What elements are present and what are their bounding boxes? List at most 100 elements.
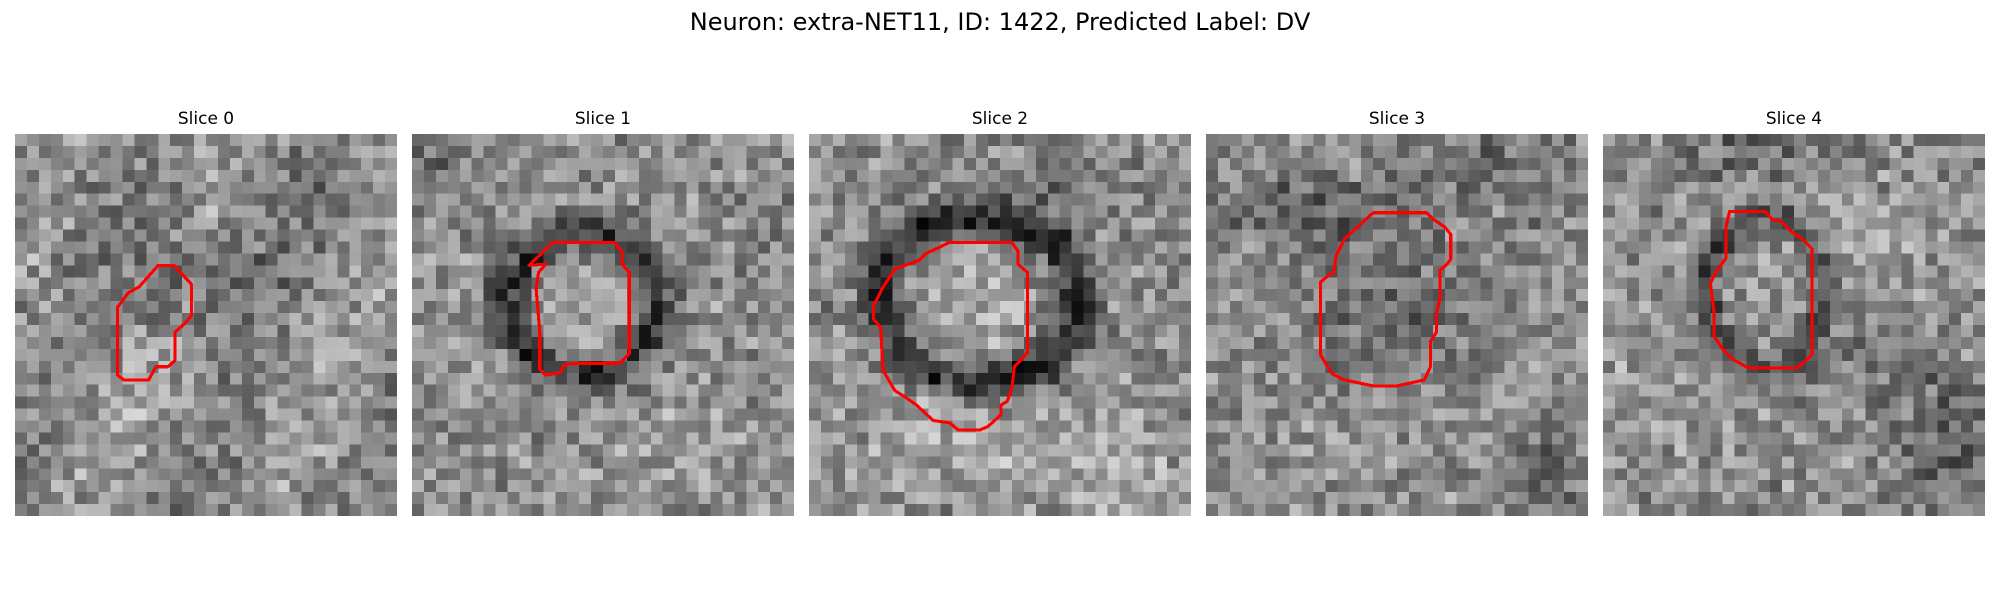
image-pixel bbox=[194, 504, 207, 516]
image-pixel bbox=[1504, 420, 1517, 433]
image-pixel bbox=[170, 241, 183, 254]
image-pixel bbox=[1143, 289, 1156, 302]
image-pixel bbox=[1877, 145, 1890, 159]
image-pixel bbox=[507, 157, 520, 171]
image-pixel bbox=[86, 229, 99, 242]
image-pixel bbox=[868, 372, 881, 385]
image-pixel bbox=[638, 420, 651, 433]
image-pixel bbox=[1650, 444, 1663, 457]
image-pixel bbox=[50, 265, 63, 278]
image-pixel bbox=[1217, 169, 1231, 182]
image-pixel bbox=[1540, 360, 1553, 373]
image-pixel bbox=[1456, 480, 1469, 493]
image-pixel bbox=[1253, 468, 1266, 481]
image-pixel bbox=[412, 277, 425, 290]
image-pixel bbox=[650, 289, 663, 302]
image-pixel bbox=[134, 289, 147, 302]
image-pixel bbox=[1853, 217, 1866, 230]
image-pixel bbox=[158, 253, 171, 266]
image-pixel bbox=[1206, 360, 1219, 373]
image-pixel bbox=[1217, 360, 1231, 373]
image-pixel bbox=[1071, 468, 1084, 481]
image-pixel bbox=[626, 229, 640, 242]
image-pixel bbox=[674, 384, 687, 397]
image-pixel bbox=[1889, 265, 1902, 278]
image-pixel bbox=[1829, 217, 1842, 230]
image-pixel bbox=[555, 277, 568, 290]
image-pixel bbox=[758, 384, 771, 397]
image-pixel bbox=[337, 157, 350, 171]
image-pixel bbox=[1758, 289, 1771, 302]
image-pixel bbox=[519, 253, 532, 266]
image-pixel bbox=[15, 301, 28, 314]
image-pixel bbox=[1734, 313, 1747, 326]
image-pixel bbox=[1217, 193, 1231, 206]
image-pixel bbox=[856, 396, 869, 409]
image-pixel bbox=[229, 193, 243, 206]
image-pixel bbox=[1794, 157, 1807, 171]
image-pixel bbox=[1492, 157, 1505, 171]
image-pixel bbox=[15, 289, 28, 302]
image-pixel bbox=[459, 408, 472, 421]
image-pixel bbox=[1385, 408, 1398, 421]
image-pixel bbox=[1313, 134, 1326, 147]
image-pixel bbox=[928, 420, 941, 433]
image-pixel bbox=[86, 193, 99, 206]
image-pixel bbox=[1361, 336, 1374, 350]
image-pixel bbox=[543, 420, 556, 433]
image-pixel bbox=[349, 205, 362, 218]
image-pixel bbox=[880, 468, 893, 481]
image-pixel bbox=[928, 480, 941, 493]
image-pixel bbox=[1143, 229, 1156, 242]
image-pixel bbox=[698, 277, 711, 290]
image-pixel bbox=[471, 193, 484, 206]
image-pixel bbox=[1095, 241, 1108, 254]
image-pixel bbox=[1468, 193, 1481, 206]
image-pixel bbox=[770, 480, 783, 493]
image-pixel bbox=[373, 372, 386, 385]
image-pixel bbox=[686, 396, 699, 409]
image-pixel bbox=[495, 360, 508, 373]
image-pixel bbox=[1277, 169, 1290, 182]
image-pixel bbox=[1889, 396, 1902, 409]
image-pixel bbox=[746, 420, 759, 433]
image-pixel bbox=[650, 134, 663, 147]
image-pixel bbox=[158, 480, 171, 493]
image-pixel bbox=[674, 408, 687, 421]
image-pixel bbox=[423, 480, 437, 493]
image-pixel bbox=[1722, 241, 1735, 254]
image-pixel bbox=[820, 325, 834, 338]
image-pixel bbox=[579, 444, 592, 457]
image-pixel bbox=[722, 384, 735, 397]
image-pixel bbox=[916, 301, 929, 314]
image-pixel bbox=[758, 217, 771, 230]
image-pixel bbox=[1794, 289, 1807, 302]
image-pixel bbox=[1937, 253, 1950, 266]
image-pixel bbox=[507, 301, 520, 314]
image-pixel bbox=[579, 420, 592, 433]
image-pixel bbox=[483, 420, 496, 433]
image-pixel bbox=[916, 384, 929, 397]
image-pixel bbox=[1492, 241, 1505, 254]
image-pixel bbox=[1662, 241, 1675, 254]
image-pixel bbox=[988, 348, 1001, 362]
image-pixel bbox=[710, 145, 723, 159]
image-pixel bbox=[1206, 348, 1219, 362]
image-pixel bbox=[734, 372, 747, 385]
image-pixel bbox=[832, 372, 846, 385]
image-pixel bbox=[1468, 277, 1481, 290]
image-pixel bbox=[1349, 169, 1362, 182]
image-pixel bbox=[337, 193, 350, 206]
image-pixel bbox=[1614, 384, 1628, 397]
image-pixel bbox=[650, 360, 663, 373]
image-pixel bbox=[1420, 229, 1434, 242]
image-pixel bbox=[638, 372, 651, 385]
image-pixel bbox=[447, 313, 460, 326]
image-pixel bbox=[1961, 241, 1974, 254]
image-pixel bbox=[1889, 145, 1902, 159]
image-pixel bbox=[1746, 277, 1759, 290]
image-pixel bbox=[1758, 181, 1771, 194]
image-pixel bbox=[289, 372, 302, 385]
image-pixel bbox=[1949, 205, 1962, 218]
image-pixel bbox=[1925, 134, 1938, 147]
